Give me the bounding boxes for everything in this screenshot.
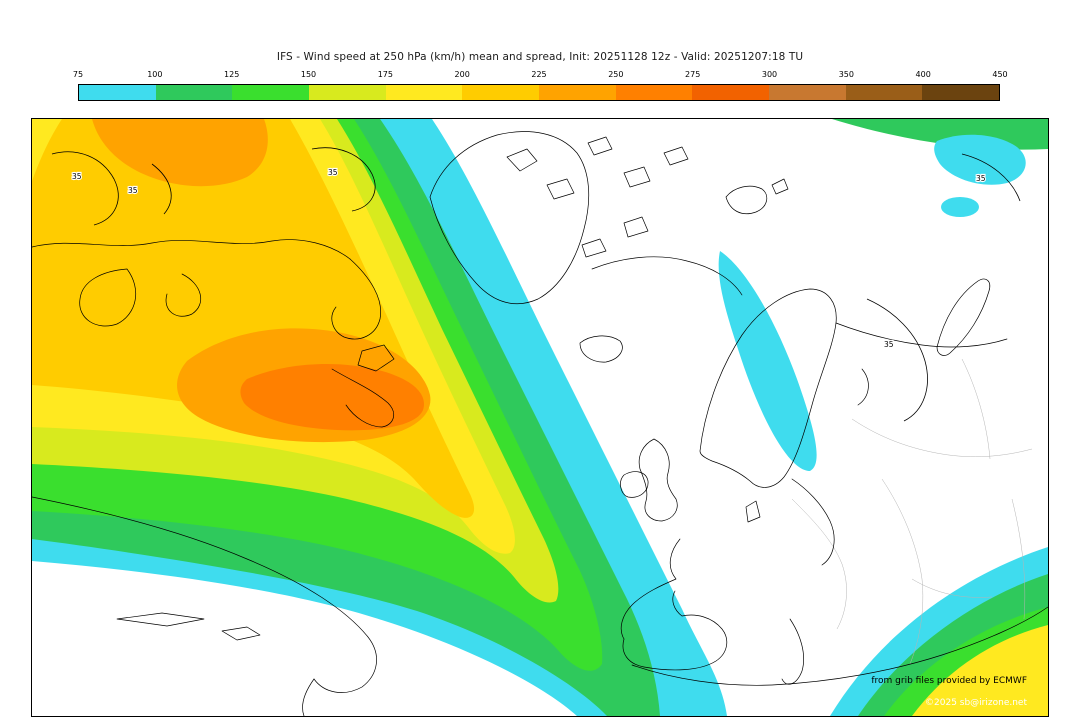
coast-greenland-sea — [591, 256, 743, 296]
border-line — [1011, 498, 1026, 620]
coast-arctic-canada — [32, 239, 351, 260]
colorbar-tick-label: 200 — [454, 70, 470, 79]
coast-ireland — [620, 471, 649, 498]
colorbar-tick-label: 400 — [915, 70, 931, 79]
colorbar-segment — [462, 85, 540, 100]
coast-italy — [781, 618, 804, 685]
border-line — [961, 358, 991, 460]
colorbar-tick-label: 250 — [608, 70, 624, 79]
contour-value-label: 35 — [328, 168, 338, 177]
colorbar-tick-label: 300 — [761, 70, 778, 79]
border-line — [881, 478, 924, 665]
coast-arctic-island — [581, 238, 607, 258]
region-orange-top-left — [92, 119, 268, 187]
border-line — [791, 498, 847, 630]
coast-scandinavia — [699, 288, 837, 488]
colorbar-tick-label: 150 — [300, 70, 317, 79]
coast-antilles — [221, 626, 261, 641]
border-line — [911, 578, 993, 598]
contour-line — [866, 298, 928, 422]
country-borders — [791, 358, 1033, 665]
contour-value-label: 35 — [128, 186, 138, 195]
coast-us-east — [32, 496, 377, 693]
coast-nova-scotia — [331, 368, 395, 428]
coast-iceland — [579, 335, 623, 363]
attribution-source: from grib files provided by ECMWF — [871, 676, 1027, 686]
colorbar-segment — [692, 85, 770, 100]
colorbar-tick-label: 75 — [72, 70, 84, 79]
colorbar-segment — [539, 85, 616, 100]
coast-newfoundland — [357, 344, 395, 372]
spread-contour-labels: 35 35 35 35 35 — [71, 167, 987, 350]
contour-value-label: 35 — [72, 172, 82, 181]
colorbar-tick-label: 450 — [992, 70, 1008, 79]
contour-value-label: 35 — [976, 174, 986, 183]
coast-mediterranean — [631, 606, 1048, 686]
contour-line — [51, 151, 119, 226]
attribution: from grib files provided by ECMWF ©2025 … — [871, 676, 1027, 709]
coast-iberia — [622, 590, 728, 671]
weather-map: 35 35 35 35 35 — [32, 119, 1048, 716]
region-deep-orange-core — [240, 364, 424, 431]
colorbar-labels: 75 100 125 150 175 200 225 250 275 300 350 400 450 — [73, 70, 1008, 81]
coast-great-britain — [638, 438, 678, 522]
coast-arctic-island — [663, 146, 689, 166]
contour-value-label: 35 — [884, 340, 894, 349]
contour-line — [961, 153, 1021, 202]
colorbar-segment — [155, 85, 233, 100]
page-title: IFS - Wind speed at 250 hPa (km/h) mean … — [276, 51, 804, 63]
colorbar-segment — [79, 85, 156, 100]
colorbar-tick-label: 100 — [147, 70, 163, 79]
colorbar-segment — [615, 85, 693, 100]
colorbar-segment — [385, 85, 463, 100]
coast-labrador — [331, 258, 382, 340]
colorbar-tick-label: 350 — [838, 70, 854, 79]
colorbar-segment — [232, 85, 310, 100]
coast-svalbard — [725, 185, 768, 215]
coast-baltic — [791, 478, 835, 566]
border-line — [851, 418, 1033, 457]
map-frame: 35 35 35 35 35 from grib files provided … — [31, 118, 1049, 717]
coast-arctic-island — [546, 178, 575, 200]
attribution-copyright: ©2025 sb@irizone.net — [925, 698, 1027, 708]
coast-cuba — [116, 612, 205, 627]
colorbar-segment — [922, 85, 1000, 100]
coast-hudson-bay — [79, 268, 136, 327]
coastlines — [32, 131, 1048, 716]
coast-white-sea — [857, 368, 869, 406]
wind-speed-regions — [32, 119, 1048, 716]
spread-contours — [51, 147, 1021, 422]
region-top-right-cyan-patch — [934, 134, 1026, 185]
coast-arctic-island — [623, 166, 651, 188]
colorbar-tick-label: 125 — [224, 70, 240, 79]
colorbar-tick-label: 225 — [531, 70, 547, 79]
coast-arctic-island — [506, 148, 538, 172]
colorbar-tick-label: 275 — [685, 70, 701, 79]
contour-line — [151, 163, 172, 215]
colorbar — [78, 84, 1000, 101]
coast-france — [620, 538, 681, 640]
coast-novaya-zemlya — [936, 278, 991, 356]
coast-arctic-island — [623, 216, 649, 238]
contour-line — [311, 147, 376, 212]
coast-svalbard-east — [771, 178, 789, 195]
coast-florida — [302, 678, 315, 716]
region-bottom-right-yellow — [912, 625, 1048, 716]
coast-canada-detail — [165, 273, 202, 317]
coast-denmark — [745, 500, 761, 523]
region-scandinavia-cyan-band — [718, 251, 817, 471]
colorbar-tick-label: 175 — [377, 70, 393, 79]
colorbar-segment — [309, 85, 386, 100]
coast-greenland — [429, 131, 590, 305]
coast-arctic-island — [587, 136, 613, 156]
colorbar-segment — [845, 85, 923, 100]
region-top-right-cyan-dot — [941, 197, 979, 217]
colorbar-segment — [769, 85, 846, 100]
coast-barents — [835, 322, 1008, 348]
